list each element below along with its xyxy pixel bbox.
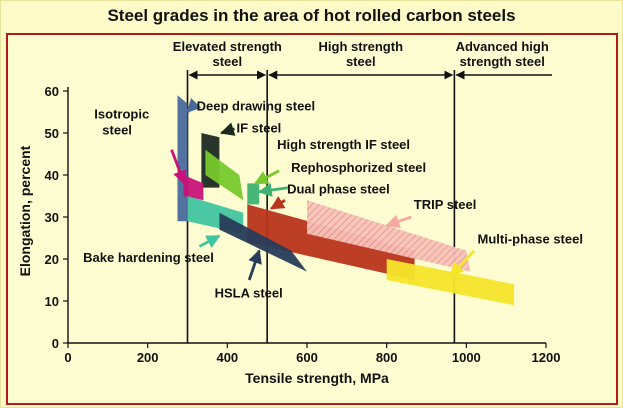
region-label-advanced-high-strength-steel: Advanced high strength steel: [456, 39, 549, 69]
annotation-arrow-multi-phase-steel: [449, 249, 476, 277]
x-tick-label: 800: [376, 350, 398, 365]
region-label-high-strength-steel: High strength steel: [319, 39, 404, 69]
grade-area-hsla-steel: [219, 212, 307, 272]
x-tick-label: 200: [137, 350, 159, 365]
grade-area-deep-drawing-steel: [177, 95, 188, 222]
annotation-arrow-isotropic-steel: [170, 149, 187, 185]
x-tick-label: 1000: [452, 350, 481, 365]
annotation-arrow-high-strength-if-steel: [253, 169, 280, 185]
x-tick-label: 600: [296, 350, 318, 365]
annotation-arrow-hsla-steel: [247, 249, 262, 281]
annotation-arrow-trip-steel: [385, 214, 412, 228]
y-tick-label: 60: [45, 84, 59, 99]
annotation-label-dual-phase-steel: Dual phase steel: [287, 181, 390, 196]
grade-area-isotropic-steel: [183, 175, 204, 201]
x-axis-label: Tensile strength, MPa: [245, 370, 389, 386]
y-tick-label: 30: [45, 210, 59, 225]
grade-area-rephosphorized-steel: [247, 183, 260, 205]
annotation-label-bake-hardening-steel: Bake hardening steel: [83, 250, 214, 265]
annotation-label-trip-steel: TRIP steel: [414, 197, 477, 212]
x-tick-label: 400: [216, 350, 238, 365]
y-tick-label: 40: [45, 168, 59, 183]
grade-area-multi-phase-steel: [386, 259, 515, 306]
annotation-arrow-dual-phase-steel: [269, 196, 286, 210]
annotation-arrow-deep-drawing-steel: [186, 98, 202, 114]
annotation-label-multi-phase-steel: Multi-phase steel: [477, 231, 582, 246]
annotation-arrow-if-steel: [220, 122, 236, 136]
y-tick-label: 20: [45, 252, 59, 267]
annotation-arrow-rephosphorized-steel: [257, 183, 290, 197]
grade-area-dual-phase-steel: [247, 204, 415, 280]
grade-area-high-strength-if-steel: [205, 149, 244, 201]
region-label-elevated-strength-steel: Elevated strength steel: [173, 39, 282, 69]
y-tick-label: 0: [52, 336, 59, 351]
x-tick-label: 1200: [532, 350, 561, 365]
grade-area-trip-steel: [307, 200, 471, 272]
annotation-label-high-strength-if-steel: High strength IF steel: [277, 137, 410, 152]
annotation-arrow-bake-hardening-steel: [198, 234, 221, 248]
annotation-label-if-steel: IF steel: [236, 121, 281, 136]
y-tick-label: 10: [45, 294, 59, 309]
annotation-label-isotropic-steel: Isotropic steel: [94, 106, 149, 137]
x-tick-label: 0: [64, 350, 71, 365]
y-tick-label: 50: [45, 126, 59, 141]
annotation-label-rephosphorized-steel: Rephosphorized steel: [291, 160, 426, 175]
annotation-label-deep-drawing-steel: Deep drawing steel: [197, 98, 315, 113]
chart-title: Steel grades in the area of hot rolled c…: [107, 6, 516, 25]
annotation-label-hsla-steel: HSLA steel: [215, 286, 283, 301]
y-axis-label: Elongation, percent: [17, 145, 33, 276]
